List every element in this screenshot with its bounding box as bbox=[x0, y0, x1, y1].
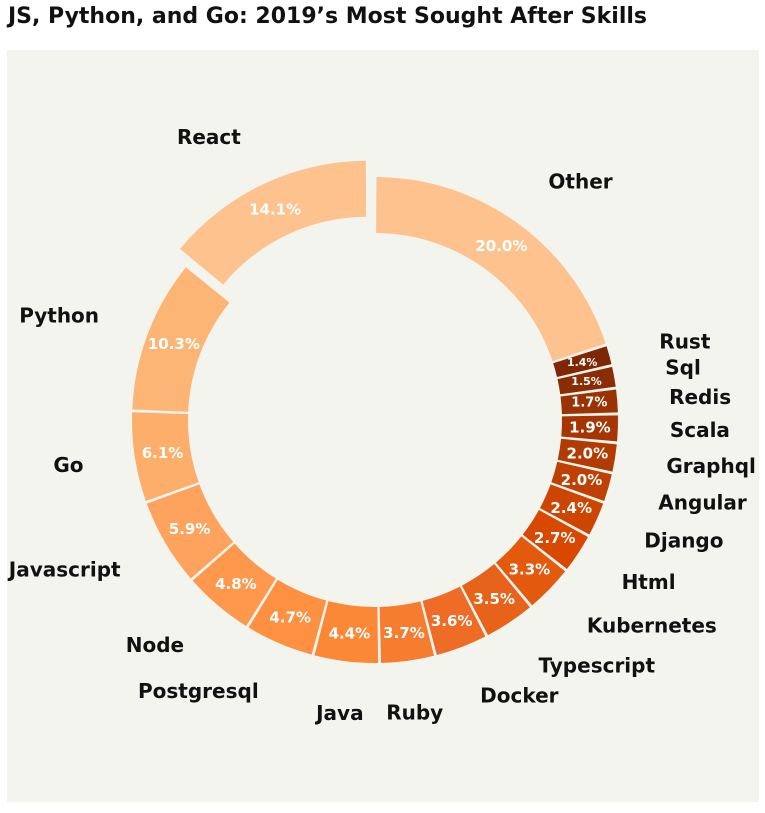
chart-title: JS, Python, and Go: 2019’s Most Sought A… bbox=[8, 4, 647, 29]
slice-kubernetes bbox=[495, 536, 566, 606]
slice-angular bbox=[551, 461, 612, 501]
category-label-django: Django bbox=[644, 529, 723, 553]
slice-redis bbox=[560, 389, 618, 415]
value-label-html: 2.7% bbox=[534, 529, 576, 547]
category-label-html: Html bbox=[622, 570, 676, 594]
category-label-java: Java bbox=[314, 701, 363, 725]
slice-ruby bbox=[379, 601, 435, 663]
value-label-ruby: 3.7% bbox=[383, 624, 425, 642]
category-label-angular: Angular bbox=[658, 490, 747, 514]
category-label-scala: Scala bbox=[670, 418, 730, 442]
value-label-go: 6.1% bbox=[142, 444, 184, 462]
value-label-docker: 3.6% bbox=[431, 612, 473, 630]
category-label-graphql: Graphql bbox=[666, 454, 756, 478]
value-label-react: 14.1% bbox=[249, 200, 301, 218]
category-label-kubernetes: Kubernetes bbox=[587, 613, 717, 637]
category-label-typescript: Typescript bbox=[539, 654, 656, 678]
category-label-python: Python bbox=[19, 304, 99, 328]
category-label-node: Node bbox=[126, 633, 184, 657]
value-label-postgresql: 4.7% bbox=[269, 609, 311, 627]
slice-react bbox=[180, 160, 367, 285]
slice-graphql bbox=[557, 438, 617, 472]
category-label-rust: Rust bbox=[659, 329, 711, 353]
slice-python bbox=[132, 267, 230, 412]
category-label-go: Go bbox=[53, 453, 83, 477]
value-label-typescript: 3.5% bbox=[473, 590, 515, 608]
category-label-postgresql: Postgresql bbox=[138, 679, 259, 703]
value-label-python: 10.3% bbox=[148, 335, 200, 353]
category-label-docker: Docker bbox=[480, 684, 559, 708]
slice-other bbox=[376, 177, 606, 362]
category-label-redis: Redis bbox=[669, 385, 731, 409]
value-label-angular: 2.0% bbox=[561, 471, 603, 489]
value-label-javascript: 5.9% bbox=[169, 520, 211, 538]
slice-node bbox=[192, 543, 276, 627]
value-label-sql: 1.5% bbox=[571, 375, 602, 388]
value-label-kubernetes: 3.3% bbox=[509, 561, 551, 579]
category-label-javascript: Javascript bbox=[7, 557, 121, 581]
slice-scala bbox=[561, 415, 618, 442]
value-label-java: 4.4% bbox=[329, 624, 371, 642]
value-label-rust: 1.4% bbox=[567, 356, 598, 369]
value-label-graphql: 2.0% bbox=[567, 445, 609, 463]
slice-sql bbox=[557, 366, 616, 395]
category-label-react: React bbox=[177, 125, 241, 149]
value-label-node: 4.8% bbox=[215, 575, 257, 593]
slice-django bbox=[539, 484, 604, 535]
slice-rust bbox=[553, 346, 612, 377]
category-label-sql: Sql bbox=[665, 355, 701, 379]
value-label-other: 20.0% bbox=[475, 237, 527, 255]
slice-javascript bbox=[146, 484, 234, 579]
slice-html bbox=[522, 510, 588, 569]
value-label-redis: 1.7% bbox=[571, 396, 607, 411]
category-label-other: Other bbox=[548, 169, 612, 193]
slice-typescript bbox=[461, 564, 530, 636]
value-label-scala: 1.9% bbox=[569, 418, 611, 436]
slice-go bbox=[131, 412, 199, 501]
slice-docker bbox=[422, 586, 486, 655]
value-label-django: 2.4% bbox=[550, 499, 592, 517]
category-label-ruby: Ruby bbox=[386, 700, 443, 724]
slice-postgresql bbox=[248, 579, 327, 655]
slice-java bbox=[314, 601, 379, 663]
